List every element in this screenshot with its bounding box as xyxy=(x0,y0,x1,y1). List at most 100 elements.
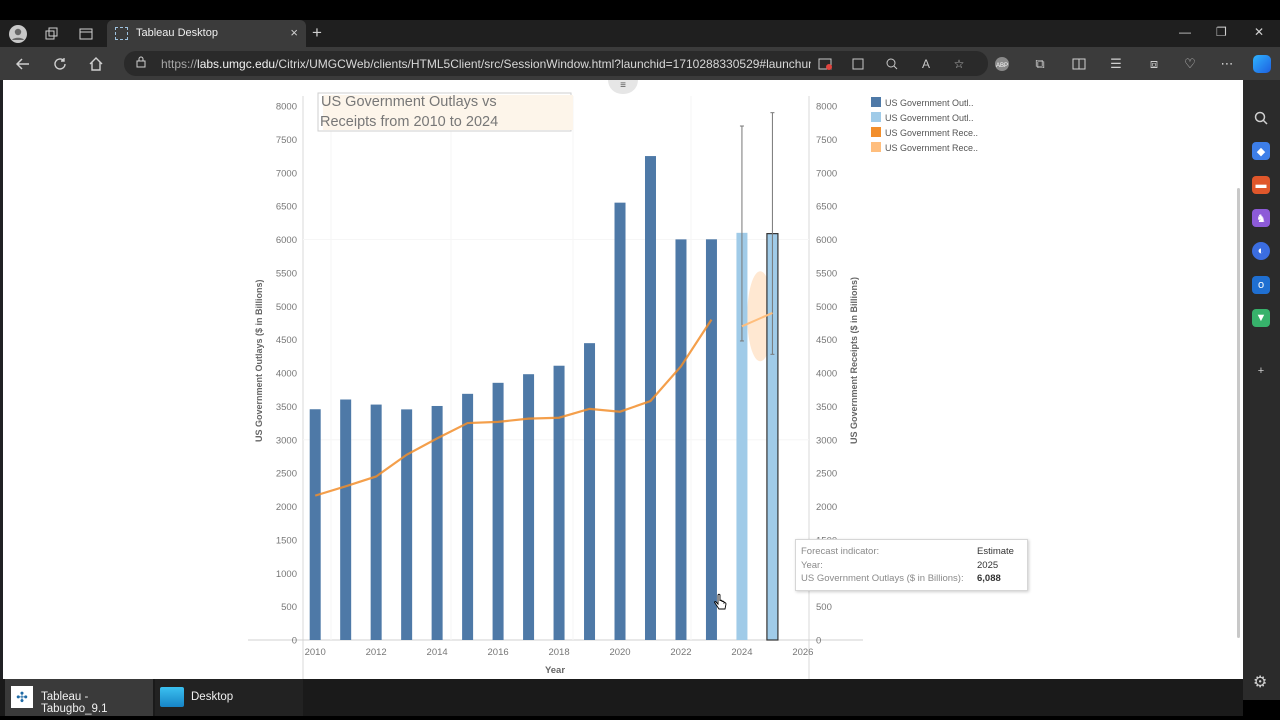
browser-window: Tableau Desktop × + — ❐ ✕ https://labs.u… xyxy=(0,20,1280,716)
y-tick-label: 8000 xyxy=(276,102,297,113)
zoom-icon[interactable] xyxy=(884,56,900,72)
tools-briefcase-icon[interactable]: ▬ xyxy=(1252,176,1270,194)
restore-button[interactable]: ❐ xyxy=(1216,25,1227,39)
y-tick-label: 500 xyxy=(281,602,297,613)
task-tableau-label: Tableau - Tabugbo_9.1 xyxy=(41,691,108,715)
collections-icon[interactable]: ⧈ xyxy=(1149,56,1159,71)
outlays-bar xyxy=(553,365,565,640)
hand-cursor-icon xyxy=(714,593,727,610)
y-tick-label: 2500 xyxy=(276,469,297,480)
y2-tick-label: 3500 xyxy=(816,402,837,413)
y-tick-label: 4000 xyxy=(276,369,297,380)
x-tick-label: 2026 xyxy=(792,647,813,658)
url-prefix: https:// xyxy=(161,57,198,71)
y2-tick-label: 2000 xyxy=(816,502,837,513)
workspaces-icon[interactable] xyxy=(42,24,62,44)
copilot-icon[interactable] xyxy=(1253,55,1271,73)
tab-tableau-desktop[interactable]: Tableau Desktop × xyxy=(107,20,306,47)
y2-tick-label: 2500 xyxy=(816,469,837,480)
y2-tick-label: 6000 xyxy=(816,235,837,246)
viz-title-line1: US Government Outlays vs xyxy=(321,94,497,110)
close-tab-icon[interactable]: × xyxy=(290,25,298,40)
outlays-bar xyxy=(431,405,443,640)
legend-label: US Government Rece.. xyxy=(885,143,978,153)
x-axis-ticks: 2010 2012 2014 2016 2018 2020 2022 2024 2026 xyxy=(305,647,814,658)
left-axis-ticks: 0 500 1000 1500 2000 2500 3000 3500 4000 4500 5000… xyxy=(276,102,297,647)
y2-tick-label: 8000 xyxy=(816,102,837,113)
tooltip-key: Year: xyxy=(801,560,823,571)
address-bar[interactable]: https://labs.umgc.edu/Citrix/UMGCWeb/cli… xyxy=(124,51,988,76)
outlays-bar xyxy=(340,399,352,640)
blocked-popup-icon[interactable] xyxy=(817,56,833,72)
profile-avatar-icon[interactable] xyxy=(8,24,28,44)
viz-menu-handle[interactable]: ≡ xyxy=(608,80,638,94)
y-tick-label: 5000 xyxy=(276,302,297,313)
y2-tick-label: 0 xyxy=(816,636,821,647)
x-tick-label: 2014 xyxy=(427,647,448,658)
legend-swatch xyxy=(871,142,881,152)
url-path: /Citrix/UMGCWeb/clients/HTML5Client/src/… xyxy=(275,57,811,71)
receipts-series-line xyxy=(314,318,713,497)
refresh-icon[interactable] xyxy=(50,54,70,74)
settings-gear-icon[interactable]: ⚙ xyxy=(1253,674,1268,691)
viz-title-line2: Receipts from 2010 to 2024 xyxy=(320,114,498,130)
outlays-bar xyxy=(705,239,717,640)
shopping-tag-icon[interactable]: ◆ xyxy=(1252,142,1270,160)
outlays-bar xyxy=(584,343,596,640)
close-window-button[interactable]: ✕ xyxy=(1254,25,1265,39)
back-arrow-icon[interactable] xyxy=(13,54,33,74)
more-menu-icon[interactable]: ⋯ xyxy=(1220,56,1234,71)
outlays-forecast-bar xyxy=(736,232,748,640)
outlays-bar xyxy=(644,156,656,640)
y2-tick-label: 6500 xyxy=(816,202,837,213)
x-axis-label: Year xyxy=(545,665,565,676)
y-tick-label: 6500 xyxy=(276,202,297,213)
tableau-viz: US Government Outlays vs Receipts from 2… xyxy=(248,92,978,679)
outlays-bar xyxy=(492,382,504,640)
adblock-extension-icon[interactable]: ABP xyxy=(993,55,1011,73)
tooltip-value: Estimate xyxy=(977,546,1014,557)
microsoft-365-icon[interactable]: ◐ xyxy=(1252,242,1270,260)
outlays-bar xyxy=(462,393,474,640)
x-tick-label: 2022 xyxy=(670,647,691,658)
tab-actions-icon[interactable] xyxy=(76,24,96,44)
vertical-scrollbar[interactable] xyxy=(1237,188,1240,638)
new-tab-button[interactable]: + xyxy=(312,23,322,42)
outlook-icon[interactable]: o xyxy=(1252,276,1270,294)
games-icon[interactable]: ♞ xyxy=(1252,209,1270,227)
y2-tick-label: 7500 xyxy=(816,135,837,146)
forecast-error-bars xyxy=(739,112,775,355)
y-tick-label: 4500 xyxy=(276,335,297,346)
app-available-icon[interactable] xyxy=(850,56,866,72)
y-tick-label: 3500 xyxy=(276,402,297,413)
y-tick-label: 5500 xyxy=(276,268,297,279)
y-tick-label: 1500 xyxy=(276,535,297,546)
y-tick-label: 7500 xyxy=(276,135,297,146)
y2-tick-label: 4000 xyxy=(816,369,837,380)
add-sidebar-app-icon[interactable]: + xyxy=(1257,365,1265,377)
svg-text:ABP: ABP xyxy=(996,63,1008,69)
task-desktop[interactable]: Desktop xyxy=(155,679,303,716)
split-screen-icon[interactable] xyxy=(1070,55,1088,73)
read-aloud-icon[interactable]: A xyxy=(921,57,930,71)
browser-essentials-icon[interactable]: ♡ xyxy=(1184,56,1196,71)
url-text[interactable]: https://labs.umgc.edu/Citrix/UMGCWeb/cli… xyxy=(161,57,811,71)
y2-tick-label: 7000 xyxy=(816,168,837,179)
y-tick-label: 6000 xyxy=(276,235,297,246)
y2-tick-label: 5500 xyxy=(816,268,837,279)
favorite-star-icon[interactable]: ☆ xyxy=(953,57,965,71)
task-tableau[interactable]: ✣ Tableau - Tabugbo_9.1 xyxy=(5,679,153,716)
edge-sidebar: ◆ ▬ ♞ ◐ o ▼ + xyxy=(1243,80,1280,700)
page-viewport: US Government Outlays vs Receipts from 2… xyxy=(3,80,1243,679)
y2-tick-label: 4500 xyxy=(816,335,837,346)
home-icon[interactable] xyxy=(86,54,106,74)
favorites-icon[interactable]: ☰ xyxy=(1110,56,1122,71)
legend-swatch xyxy=(871,127,881,137)
drop-icon[interactable]: ▼ xyxy=(1252,309,1270,327)
x-tick-label: 2010 xyxy=(305,647,326,658)
minimize-button[interactable]: — xyxy=(1179,25,1191,39)
search-icon[interactable] xyxy=(1252,109,1270,127)
extensions-icon[interactable]: ⧉ xyxy=(1035,56,1045,71)
tooltip-key: Forecast indicator: xyxy=(801,546,880,557)
x-tick-label: 2018 xyxy=(548,647,569,658)
